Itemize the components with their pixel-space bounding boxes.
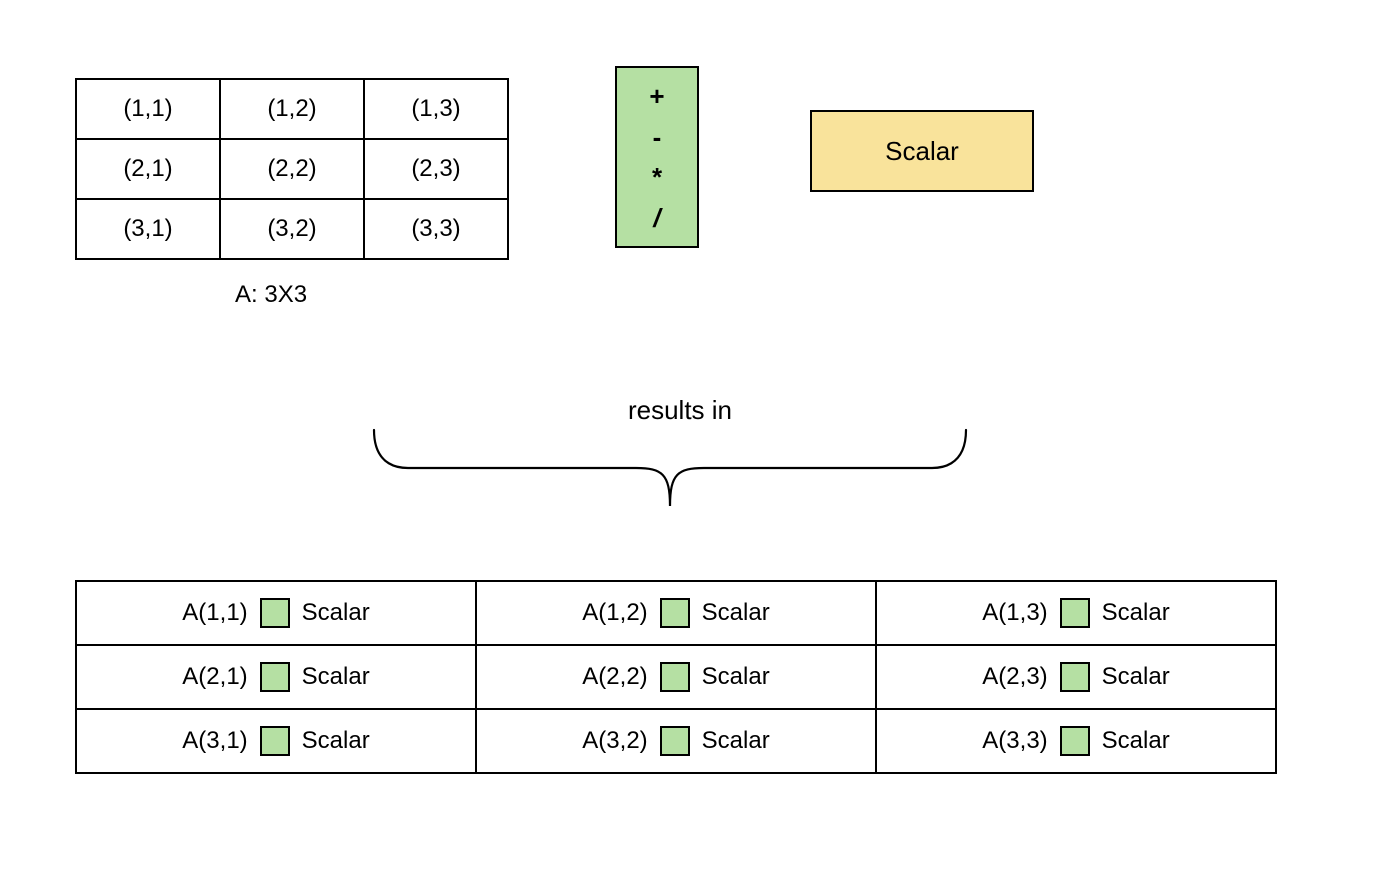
scalar-box: Scalar [810, 110, 1034, 192]
operator-placeholder-icon [1060, 598, 1090, 628]
result-cell-scalar: Scalar [1102, 663, 1170, 691]
operator-placeholder-icon [260, 598, 290, 628]
result-cell-scalar: Scalar [302, 727, 370, 755]
result-cell: A(3,1) Scalar [76, 709, 476, 773]
operator-symbol: - [617, 124, 697, 150]
operator-placeholder-icon [260, 662, 290, 692]
operator-placeholder-icon [660, 662, 690, 692]
result-cell-scalar: Scalar [702, 599, 770, 627]
scalar-label: Scalar [885, 136, 959, 167]
result-cell-scalar: Scalar [1102, 727, 1170, 755]
result-cell: A(3,2) Scalar [476, 709, 876, 773]
operator-placeholder-icon [1060, 662, 1090, 692]
diagram-canvas: (1,1)(1,2)(1,3) (2,1)(2,2)(2,3) (3,1)(3,2)… [0, 0, 1389, 887]
result-cell-ref: A(3,1) [182, 727, 247, 755]
matrix-a-cell: (2,2) [220, 139, 364, 199]
result-cell-ref: A(3,2) [582, 727, 647, 755]
operator-box: + - * / [615, 66, 699, 248]
result-matrix-table: A(1,1)ScalarA(1,2)ScalarA(1,3)ScalarA(2,… [75, 580, 1277, 774]
result-cell: A(2,1) Scalar [76, 645, 476, 709]
result-cell: A(1,1) Scalar [76, 581, 476, 645]
matrix-a-cell: (3,3) [364, 199, 508, 259]
matrix-a-cell: (3,1) [76, 199, 220, 259]
result-cell-scalar: Scalar [702, 663, 770, 691]
result-cell-scalar: Scalar [702, 727, 770, 755]
results-in-label: results in [580, 395, 780, 426]
result-cell: A(1,2) Scalar [476, 581, 876, 645]
curly-brace [370, 428, 970, 508]
operator-symbol: * [617, 164, 697, 190]
matrix-a-table: (1,1)(1,2)(1,3) (2,1)(2,2)(2,3) (3,1)(3,2)… [75, 78, 509, 260]
result-cell-scalar: Scalar [302, 599, 370, 627]
result-cell-ref: A(1,2) [582, 599, 647, 627]
result-cell-ref: A(2,2) [582, 663, 647, 691]
matrix-a-cell: (1,3) [364, 79, 508, 139]
matrix-a-cell: (2,1) [76, 139, 220, 199]
operator-placeholder-icon [260, 726, 290, 756]
operator-symbol: / [617, 205, 697, 231]
result-cell-ref: A(3,3) [982, 727, 1047, 755]
operator-symbol: + [617, 83, 697, 109]
result-cell-ref: A(2,1) [182, 663, 247, 691]
result-cell: A(3,3) Scalar [876, 709, 1276, 773]
matrix-a-label: A: 3X3 [235, 281, 307, 309]
result-cell: A(2,3) Scalar [876, 645, 1276, 709]
matrix-a-cell: (3,2) [220, 199, 364, 259]
matrix-a-cell: (2,3) [364, 139, 508, 199]
result-cell-scalar: Scalar [302, 663, 370, 691]
operator-placeholder-icon [660, 598, 690, 628]
result-cell: A(2,2) Scalar [476, 645, 876, 709]
result-cell-ref: A(2,3) [982, 663, 1047, 691]
result-cell: A(1,3) Scalar [876, 581, 1276, 645]
operator-placeholder-icon [1060, 726, 1090, 756]
result-cell-ref: A(1,3) [982, 599, 1047, 627]
result-cell-scalar: Scalar [1102, 599, 1170, 627]
operator-placeholder-icon [660, 726, 690, 756]
matrix-a-cell: (1,2) [220, 79, 364, 139]
result-cell-ref: A(1,1) [182, 599, 247, 627]
matrix-a-cell: (1,1) [76, 79, 220, 139]
